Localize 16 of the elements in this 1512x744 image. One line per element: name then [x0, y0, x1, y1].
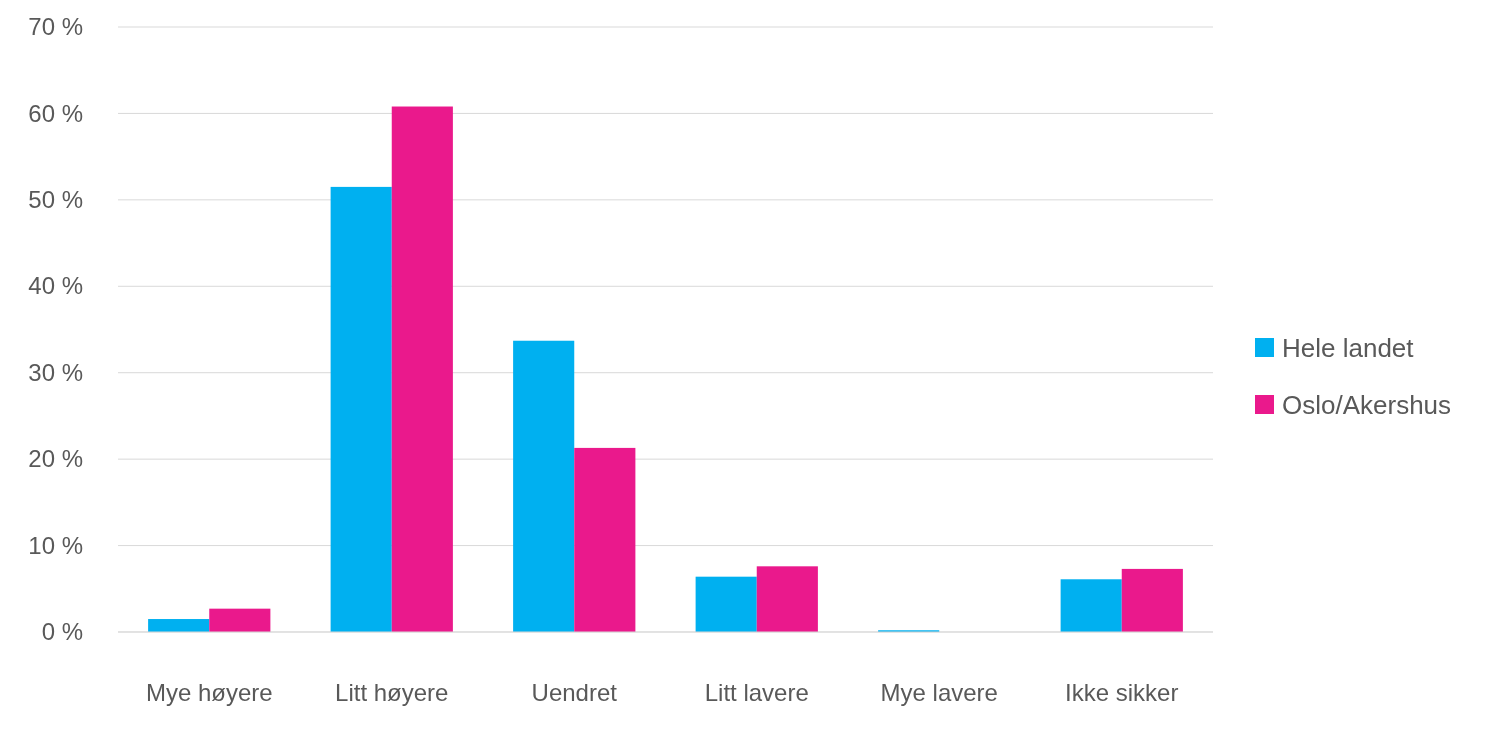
legend-label: Hele landet — [1282, 333, 1415, 363]
x-tick-label: Litt høyere — [335, 679, 449, 707]
y-tick-label: 50 % — [28, 186, 83, 214]
y-tick-label: 40 % — [28, 272, 83, 300]
legend-label: Oslo/Akershus — [1282, 390, 1452, 420]
x-tick-label: Uendret — [531, 679, 618, 707]
x-tick-label: Mye lavere — [880, 679, 998, 707]
y-tick-label: 20 % — [28, 445, 83, 473]
y-tick-label: 10 % — [28, 531, 83, 559]
y-tick-label: 0 % — [41, 618, 83, 646]
y-tick-label: 70 % — [28, 13, 83, 41]
x-tick-label: Litt lavere — [704, 679, 809, 707]
y-tick-label: 60 % — [28, 99, 83, 127]
x-tick-label: Ikke sikker — [1065, 679, 1179, 707]
y-tick-label: 30 % — [28, 358, 83, 386]
x-tick-label: Mye høyere — [145, 679, 273, 707]
